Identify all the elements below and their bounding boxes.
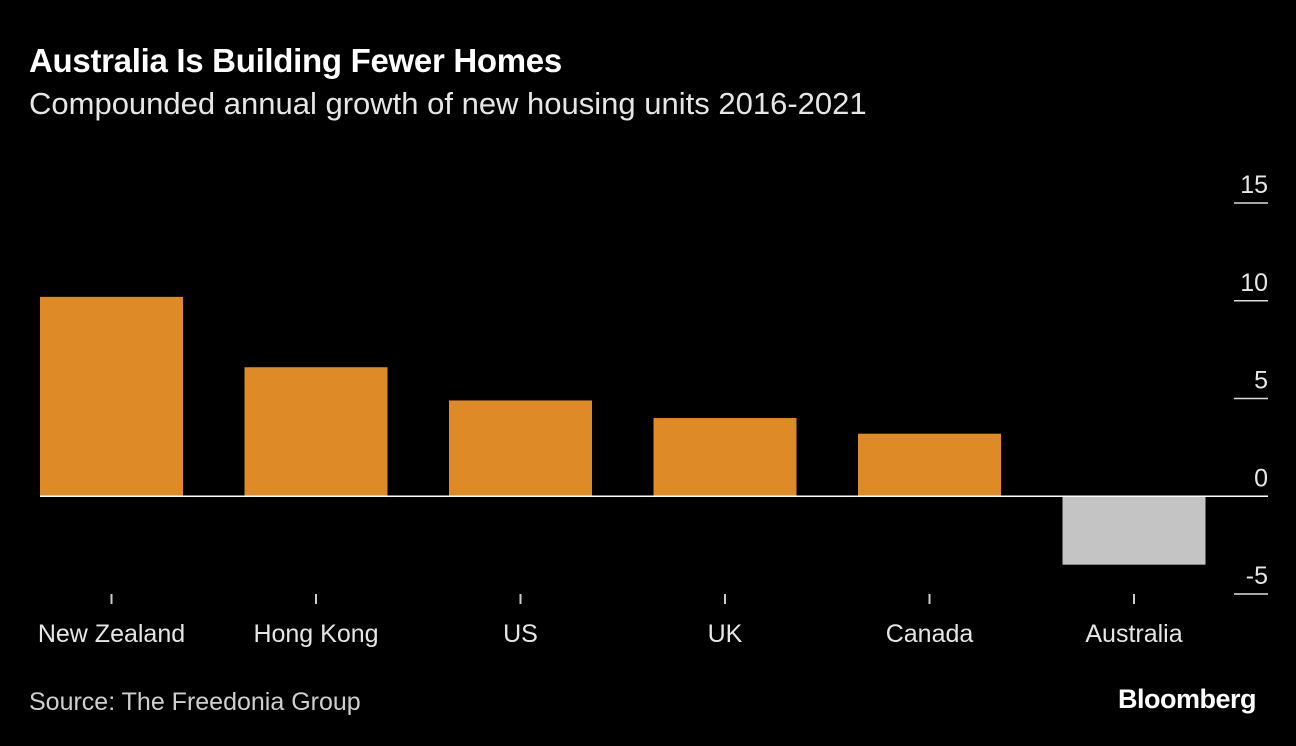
bar-uk [653, 418, 797, 497]
x-tick-label: Hong Kong [253, 620, 378, 648]
y-tick-label: 15 [1240, 171, 1268, 199]
bloomberg-logo: Bloomberg [1117, 684, 1257, 714]
bar-canada [858, 433, 1001, 497]
source-note: Source: The Freedonia Group [29, 688, 361, 716]
bars-layer [40, 296, 1206, 565]
bar-us [449, 400, 592, 497]
y-axis: 15 10 5 0 -5 [1234, 171, 1268, 595]
chart-title: Australia Is Building Fewer Homes [29, 42, 562, 79]
bar-australia [1062, 496, 1206, 565]
bar-new-zealand [40, 296, 183, 497]
y-tick-label: 0 [1254, 464, 1268, 492]
chart-subtitle: Compounded annual growth of new housing … [29, 86, 867, 121]
x-tick-label: Canada [886, 620, 974, 648]
x-tick-label: Australia [1085, 620, 1182, 648]
y-tick-label: 10 [1240, 269, 1268, 297]
x-axis: New Zealand Hong Kong US UK Canada Australia [38, 594, 1183, 648]
x-tick-label: US [503, 620, 538, 648]
bar-hong-kong [244, 367, 388, 497]
y-tick-label: -5 [1246, 562, 1268, 590]
x-tick-label: New Zealand [38, 620, 185, 648]
y-tick-label: 5 [1254, 367, 1268, 395]
x-tick-label: UK [708, 620, 743, 648]
